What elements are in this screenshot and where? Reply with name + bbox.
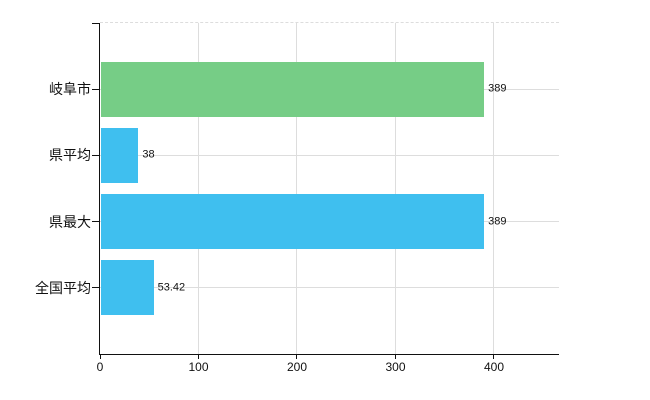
y-axis-line: [99, 23, 100, 355]
bar-national-average: [101, 260, 154, 316]
bar-prefecture-max: [101, 194, 485, 250]
x-axis-tick: [394, 354, 396, 359]
x-tick-label-100: 100: [188, 360, 209, 374]
y-axis-tick: [92, 221, 99, 223]
x-tick-label-300: 300: [385, 360, 406, 374]
x-axis-tick: [296, 354, 298, 359]
bar-value-label-gifu-city: 389: [488, 82, 507, 95]
x-axis-line: [99, 354, 559, 355]
x-axis-tick: [493, 354, 495, 359]
x-tick-label-400: 400: [483, 360, 504, 374]
category-label-prefecture-max: 県最大: [49, 213, 91, 230]
bar-value-label-prefecture-average: 38: [142, 148, 155, 161]
x-axis-tick: [197, 354, 199, 359]
bar-gifu-city: [101, 61, 485, 117]
category-label-prefecture-average: 県平均: [49, 147, 91, 164]
gridline-vertical: [493, 23, 495, 354]
bar-value-label-national-average: 53.42: [157, 281, 186, 294]
x-tick-label-200: 200: [286, 360, 307, 374]
x-tick-label-0: 0: [96, 360, 104, 374]
bar-prefecture-average: [101, 127, 139, 183]
gridline-vertical: [394, 23, 396, 354]
gridline-horizontal: [100, 154, 559, 156]
plot-top-boundary: [100, 22, 559, 23]
bar-value-label-prefecture-max: 389: [488, 215, 507, 228]
y-axis-tick: [92, 88, 99, 90]
x-axis-tick: [99, 354, 101, 359]
gridline-horizontal: [100, 287, 559, 289]
gridline-vertical: [197, 23, 199, 354]
y-axis-tick: [92, 154, 99, 156]
y-axis-tick: [92, 22, 99, 24]
category-label-gifu-city: 岐阜市: [49, 81, 91, 98]
y-axis-tick: [92, 287, 99, 289]
category-label-national-average: 全国平均: [35, 279, 91, 296]
gridline-vertical: [296, 23, 298, 354]
